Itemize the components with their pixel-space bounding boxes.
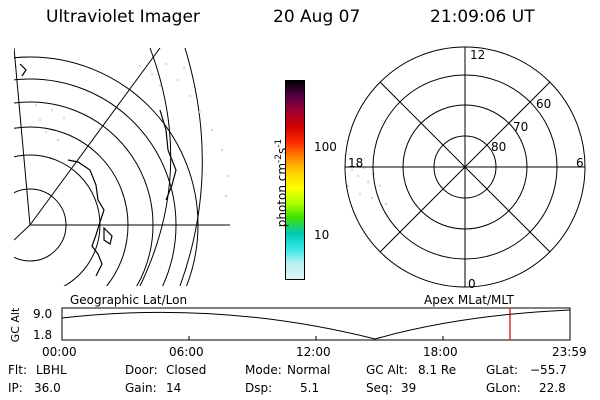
orbit-ytick-low: 1.8 xyxy=(33,328,53,342)
aurora-speckle xyxy=(34,62,230,198)
coastline xyxy=(19,63,27,77)
mlt-label-12: 12 xyxy=(470,48,486,62)
apex-panel-label: Apex MLat/MLT xyxy=(424,293,514,307)
mlat-label-70: 70 xyxy=(513,120,529,134)
colorbar-tick-10: 10 xyxy=(314,228,330,242)
mode-value: Normal xyxy=(287,363,331,377)
orbit-xtick-4: 23:59 xyxy=(552,345,587,359)
coastline xyxy=(67,159,105,277)
coastline xyxy=(159,109,177,201)
seq-value: 39 xyxy=(401,381,417,395)
door-value: Closed xyxy=(166,363,207,377)
mlat-label-60: 60 xyxy=(536,97,552,111)
orbit-curve xyxy=(139,48,172,286)
ip-label: IP: xyxy=(8,381,23,395)
orbit-altitude-curve xyxy=(61,309,571,340)
seq-label: Seq: xyxy=(366,381,393,395)
mode-label: Mode: xyxy=(245,363,282,377)
ip-value: 36.0 xyxy=(34,381,61,395)
status-footer: Flt: LBHL IP: 36.0 Door: Closed Gain: 14… xyxy=(0,363,600,399)
mlt-label-18: 18 xyxy=(348,156,364,170)
gain-label: Gain: xyxy=(125,381,157,395)
meridian-line xyxy=(14,48,31,226)
gc-alt-value: 8.1 Re xyxy=(418,363,457,377)
orbit-xtick-1: 06:00 xyxy=(169,345,204,359)
glat-value: −55.7 xyxy=(530,363,567,377)
dsp-value: 5.1 xyxy=(300,381,320,395)
gain-value: 14 xyxy=(166,381,182,395)
orbit-ytick-high: 9.0 xyxy=(33,307,53,321)
gc-alt-label: GC Alt: xyxy=(366,363,408,377)
mlt-line xyxy=(379,81,551,253)
orbit-xticks xyxy=(61,336,571,340)
glat-label: GLat: xyxy=(486,363,519,377)
meridian-line xyxy=(14,224,31,241)
orbit-curve xyxy=(179,48,203,286)
orbit-xtick-3: 18:00 xyxy=(423,345,458,359)
mlt-label-6: 6 xyxy=(576,156,584,170)
observation-time: 21:09:06 UT xyxy=(430,7,535,27)
island-outline xyxy=(103,226,113,245)
meridian-line xyxy=(29,48,161,226)
observation-date: 20 Aug 07 xyxy=(273,7,361,27)
orbit-xtick-2: 12:00 xyxy=(296,345,331,359)
colorbar xyxy=(285,80,305,280)
glon-value: 22.8 xyxy=(539,381,566,395)
mlt-label-0: 0 xyxy=(468,277,476,291)
dsp-label: Dsp: xyxy=(245,381,273,395)
geo-panel-label: Geographic Lat/Lon xyxy=(70,293,188,307)
orbit-xtick-0: 00:00 xyxy=(42,345,77,359)
door-label: Door: xyxy=(125,363,158,377)
flt-label: Flt: xyxy=(8,363,27,377)
colorbar-tick-100: 100 xyxy=(314,140,337,154)
mlat-label-80: 80 xyxy=(491,140,507,154)
instrument-title: Ultraviolet Imager xyxy=(46,7,200,27)
flt-value: LBHL xyxy=(36,363,67,377)
glon-label: GLon: xyxy=(486,381,521,395)
